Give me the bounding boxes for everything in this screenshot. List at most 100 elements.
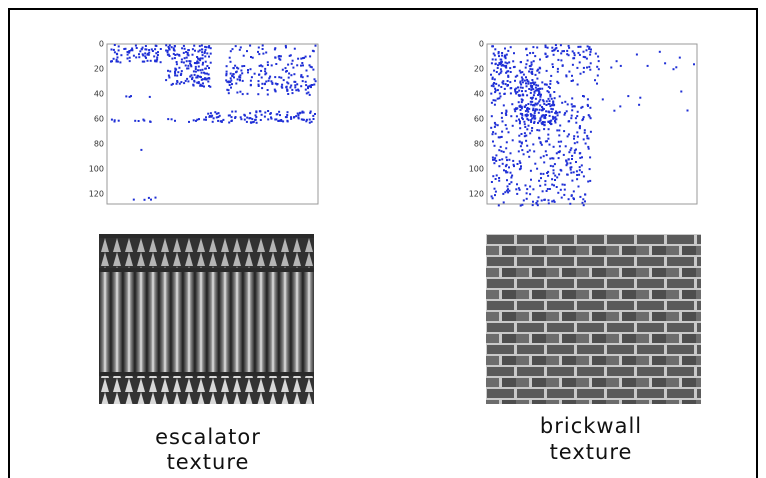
spy-dot xyxy=(155,45,157,47)
spy-dot xyxy=(552,63,554,65)
spy-dot xyxy=(536,168,538,170)
spy-dot xyxy=(510,71,512,73)
spy-dot xyxy=(125,95,127,97)
spy-dot xyxy=(237,78,239,80)
spy-dot xyxy=(559,145,561,147)
spy-dot xyxy=(494,91,496,93)
spy-dot xyxy=(541,88,543,90)
spy-dot xyxy=(639,97,641,99)
spy-dot xyxy=(509,81,511,83)
spy-dot xyxy=(288,73,290,75)
spy-dot xyxy=(176,61,178,63)
spy-dot xyxy=(309,55,311,57)
spy-dot xyxy=(255,111,257,113)
spy-dot xyxy=(231,116,233,118)
spy-dot xyxy=(281,86,283,88)
spy-dot xyxy=(270,112,272,114)
spy-dot xyxy=(530,82,532,84)
spy-dot xyxy=(547,134,549,136)
spy-dot xyxy=(584,200,586,202)
spy-dot xyxy=(529,132,531,134)
spy-dot xyxy=(595,53,597,55)
spy-dot xyxy=(664,62,666,64)
spy-dot xyxy=(186,60,188,62)
spy-dot xyxy=(202,82,204,84)
spy-dot xyxy=(613,110,615,112)
spy-dot xyxy=(490,93,492,95)
spy-dot xyxy=(153,55,155,57)
spy-dot xyxy=(491,85,493,87)
spy-dot xyxy=(286,88,288,90)
spy-dot xyxy=(532,46,534,48)
y-tick-label: 0 xyxy=(479,40,484,49)
spy-dot xyxy=(173,53,175,55)
spy-dot xyxy=(528,125,530,127)
spy-dot xyxy=(230,87,232,89)
spy-dot xyxy=(597,56,599,58)
spy-dot xyxy=(250,80,252,82)
spy-dot xyxy=(252,57,254,59)
spy-dot xyxy=(501,158,503,160)
spy-dot xyxy=(199,45,201,47)
spy-dot xyxy=(157,54,159,56)
spy-dot xyxy=(499,136,501,138)
spy-dot xyxy=(244,119,246,121)
spy-dot xyxy=(187,65,189,67)
spy-dot xyxy=(538,196,540,198)
spy-dot xyxy=(546,104,548,106)
spy-dot xyxy=(230,73,232,75)
spy-dot xyxy=(165,44,167,46)
spy-dot xyxy=(566,110,568,112)
spy-dot xyxy=(576,67,578,69)
spy-dot xyxy=(515,188,517,190)
spy-dot xyxy=(564,114,566,116)
spy-dot xyxy=(554,201,556,203)
spy-dot xyxy=(267,118,269,120)
spy-dot xyxy=(314,113,316,115)
spy-dot xyxy=(261,83,263,85)
spy-dot xyxy=(506,179,508,181)
spy-dot xyxy=(524,126,526,128)
spy-dot xyxy=(145,57,147,59)
spy-dot xyxy=(539,185,541,187)
spy-dot xyxy=(581,171,583,173)
spy-dot xyxy=(514,66,516,68)
spy-dot xyxy=(144,52,146,54)
spy-dot xyxy=(518,94,520,96)
spy-dot xyxy=(314,78,316,80)
spy-dot xyxy=(578,174,580,176)
spy-dot xyxy=(571,103,573,105)
spy-dot xyxy=(534,115,536,117)
spy-dot xyxy=(519,127,521,129)
spy-dot xyxy=(493,82,495,84)
spy-dot xyxy=(506,141,508,143)
spy-dot xyxy=(192,54,194,56)
spy-dot xyxy=(512,125,514,127)
spy-dot xyxy=(520,84,522,86)
spy-dot xyxy=(522,79,524,81)
spy-dot xyxy=(267,89,269,91)
spy-dot xyxy=(228,81,230,83)
spy-dot xyxy=(493,99,495,101)
spy-dot xyxy=(582,198,584,200)
spy-dot xyxy=(274,56,276,58)
spy-dot xyxy=(226,89,228,91)
spy-dot xyxy=(535,98,537,100)
spy-dot xyxy=(534,92,536,94)
spy-dot xyxy=(492,157,494,159)
spy-dot xyxy=(267,61,269,63)
spy-dot xyxy=(524,123,526,125)
spy-dot xyxy=(199,59,201,61)
spy-dot xyxy=(197,51,199,53)
spy-dot xyxy=(526,145,528,147)
spy-dot xyxy=(191,78,193,80)
spy-dot xyxy=(264,116,266,118)
spy-dot xyxy=(205,49,207,51)
spy-dot xyxy=(581,156,583,158)
spy-dot xyxy=(531,64,533,66)
spy-dot xyxy=(200,57,202,59)
spy-dot xyxy=(532,88,534,90)
spy-dot xyxy=(199,85,201,87)
spy-dot xyxy=(527,111,529,113)
spy-dot xyxy=(574,54,576,56)
